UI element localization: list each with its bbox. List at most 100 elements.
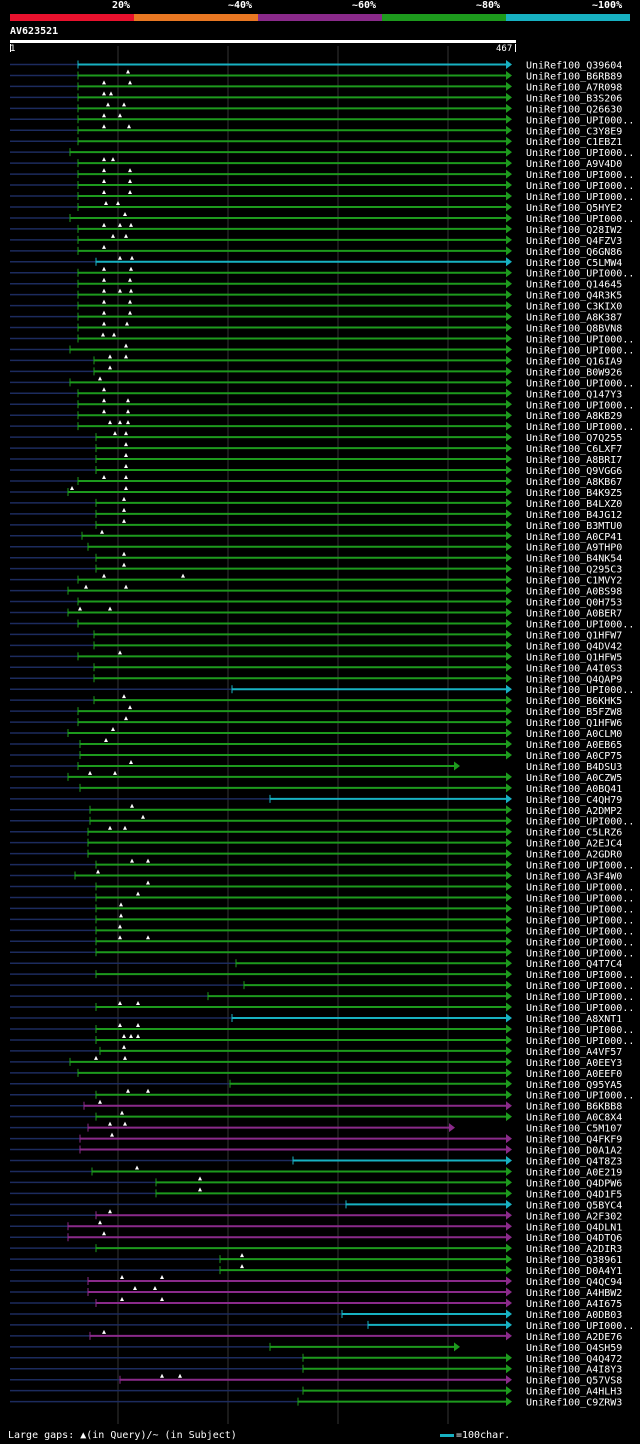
hit-label[interactable]: UniRef100_B3MTU0 bbox=[526, 521, 622, 532]
hit-label[interactable]: UniRef100_A7R098 bbox=[526, 82, 622, 93]
hit-label[interactable]: UniRef100_Q147Y3 bbox=[526, 389, 622, 400]
hit-label[interactable]: UniRef100_Q57VS8 bbox=[526, 1376, 622, 1387]
hit-label[interactable]: UniRef100_Q6GN86 bbox=[526, 247, 622, 258]
hit-label[interactable]: UniRef100_A8KB67 bbox=[526, 477, 622, 488]
hit-label[interactable]: UniRef100_Q4DLN1 bbox=[526, 1222, 622, 1233]
hit-label[interactable]: UniRef100_B3S206 bbox=[526, 93, 622, 104]
hit-label[interactable]: UniRef100_UPI000.. bbox=[526, 422, 634, 433]
hit-label[interactable]: UniRef100_UPI000.. bbox=[526, 269, 634, 280]
hit-label[interactable]: UniRef100_UPI000.. bbox=[526, 170, 634, 181]
hit-label[interactable]: UniRef100_C5LRZ6 bbox=[526, 828, 622, 839]
hit-label[interactable]: UniRef100_C9ZRW3 bbox=[526, 1398, 622, 1409]
hit-label[interactable]: UniRef100_B4DSU3 bbox=[526, 762, 622, 773]
hit-label[interactable]: UniRef100_C3Y8E9 bbox=[526, 126, 622, 137]
hit-label[interactable]: UniRef100_Q1HFW5 bbox=[526, 652, 622, 663]
hit-label[interactable]: UniRef100_A0EEF0 bbox=[526, 1069, 622, 1080]
hit-label[interactable]: UniRef100_B6RB89 bbox=[526, 71, 622, 82]
hit-label[interactable]: UniRef100_UPI000.. bbox=[526, 926, 634, 937]
hit-label[interactable]: UniRef100_A4I0S3 bbox=[526, 663, 622, 674]
hit-label[interactable]: UniRef100_B5FZW8 bbox=[526, 707, 622, 718]
hit-label[interactable]: UniRef100_D0A4Y1 bbox=[526, 1266, 622, 1277]
hit-label[interactable]: UniRef100_UPI000.. bbox=[526, 378, 634, 389]
hit-label[interactable]: UniRef100_A0BS98 bbox=[526, 587, 622, 598]
hit-label[interactable]: UniRef100_B4NK54 bbox=[526, 554, 622, 565]
hit-label[interactable]: UniRef100_A0BER7 bbox=[526, 609, 622, 620]
hit-label[interactable]: UniRef100_A2DE76 bbox=[526, 1332, 622, 1343]
hit-label[interactable]: UniRef100_A0CZW5 bbox=[526, 773, 622, 784]
hit-label[interactable]: UniRef100_UPI000.. bbox=[526, 685, 634, 696]
hit-label[interactable]: UniRef100_UPI000.. bbox=[526, 400, 634, 411]
hit-label[interactable]: UniRef100_Q16IA9 bbox=[526, 356, 622, 367]
hit-label[interactable]: UniRef100_Q4SH59 bbox=[526, 1343, 622, 1354]
hit-label[interactable]: UniRef100_Q26630 bbox=[526, 104, 622, 115]
hit-label[interactable]: UniRef100_C5LMW4 bbox=[526, 258, 622, 269]
hit-label[interactable]: UniRef100_Q295C3 bbox=[526, 565, 622, 576]
hit-label[interactable]: UniRef100_A8KB29 bbox=[526, 411, 622, 422]
hit-label[interactable]: UniRef100_UPI000.. bbox=[526, 148, 634, 159]
hit-label[interactable]: UniRef100_A2DIR3 bbox=[526, 1244, 622, 1255]
hit-label[interactable]: UniRef100_A0BQ41 bbox=[526, 784, 622, 795]
hit-label[interactable]: UniRef100_A8K387 bbox=[526, 313, 622, 324]
hit-label[interactable]: UniRef100_UPI000.. bbox=[526, 970, 634, 981]
hit-label[interactable]: UniRef100_Q1HFW7 bbox=[526, 630, 622, 641]
hit-label[interactable]: UniRef100_UPI000.. bbox=[526, 214, 634, 225]
hit-label[interactable]: UniRef100_Q5HYE2 bbox=[526, 203, 622, 214]
hit-label[interactable]: UniRef100_A4VF57 bbox=[526, 1047, 622, 1058]
hit-label[interactable]: UniRef100_A3F4W0 bbox=[526, 872, 622, 883]
hit-label[interactable]: UniRef100_A8BRI7 bbox=[526, 455, 622, 466]
hit-label[interactable]: UniRef100_A4HLH3 bbox=[526, 1387, 622, 1398]
hit-label[interactable]: UniRef100_A0CLM0 bbox=[526, 729, 622, 740]
hit-label[interactable]: UniRef100_B6KHK5 bbox=[526, 696, 622, 707]
hit-label[interactable]: UniRef100_A0EB65 bbox=[526, 740, 622, 751]
hit-label[interactable]: UniRef100_Q4QAP9 bbox=[526, 674, 622, 685]
hit-label[interactable]: UniRef100_A4I675 bbox=[526, 1299, 622, 1310]
hit-label[interactable]: UniRef100_Q28IW2 bbox=[526, 225, 622, 236]
hit-label[interactable]: UniRef100_UPI000.. bbox=[526, 345, 634, 356]
hit-label[interactable]: UniRef100_A0DB03 bbox=[526, 1310, 622, 1321]
hit-label[interactable]: UniRef100_Q14645 bbox=[526, 280, 622, 291]
hit-label[interactable]: UniRef100_D0A1A2 bbox=[526, 1146, 622, 1157]
hit-label[interactable]: UniRef100_Q4FKF9 bbox=[526, 1135, 622, 1146]
hit-label[interactable]: UniRef100_Q4FZV3 bbox=[526, 236, 622, 247]
hit-label[interactable]: UniRef100_Q5BYC4 bbox=[526, 1200, 622, 1211]
hit-label[interactable]: UniRef100_UPI000.. bbox=[526, 1025, 634, 1036]
hit-label[interactable]: UniRef100_B4LXZ0 bbox=[526, 499, 622, 510]
hit-label[interactable]: UniRef100_Q1HFW6 bbox=[526, 718, 622, 729]
hit-label[interactable]: UniRef100_UPI000.. bbox=[526, 1091, 634, 1102]
hit-label[interactable]: UniRef100_UPI000.. bbox=[526, 883, 634, 894]
hit-label[interactable]: UniRef100_A0EEY3 bbox=[526, 1058, 622, 1069]
hit-label[interactable]: UniRef100_UPI000.. bbox=[526, 181, 634, 192]
hit-label[interactable]: UniRef100_C1MVY2 bbox=[526, 576, 622, 587]
hit-label[interactable]: UniRef100_Q4R3K5 bbox=[526, 291, 622, 302]
hit-label[interactable]: UniRef100_UPI000.. bbox=[526, 904, 634, 915]
hit-label[interactable]: UniRef100_A8XNT1 bbox=[526, 1014, 622, 1025]
hit-label[interactable]: UniRef100_UPI000.. bbox=[526, 619, 634, 630]
hit-label[interactable]: UniRef100_UPI000.. bbox=[526, 981, 634, 992]
hit-label[interactable]: UniRef100_UPI000.. bbox=[526, 992, 634, 1003]
hit-label[interactable]: UniRef100_C5M107 bbox=[526, 1124, 622, 1135]
hit-label[interactable]: UniRef100_Q4T7C4 bbox=[526, 959, 622, 970]
hit-label[interactable]: UniRef100_Q4DV42 bbox=[526, 641, 622, 652]
hit-label[interactable]: UniRef100_UPI000.. bbox=[526, 937, 634, 948]
hit-label[interactable]: UniRef100_C3KIX0 bbox=[526, 302, 622, 313]
hit-label[interactable]: UniRef100_Q4T8Z3 bbox=[526, 1157, 622, 1168]
hit-label[interactable]: UniRef100_UPI000.. bbox=[526, 893, 634, 904]
hit-label[interactable]: UniRef100_A2DMP2 bbox=[526, 806, 622, 817]
hit-label[interactable]: UniRef100_UPI000.. bbox=[526, 115, 634, 126]
hit-label[interactable]: UniRef100_Q4DPW6 bbox=[526, 1178, 622, 1189]
hit-label[interactable]: UniRef100_Q39604 bbox=[526, 61, 622, 72]
hit-label[interactable]: UniRef100_UPI000.. bbox=[526, 1036, 634, 1047]
hit-label[interactable]: UniRef100_Q95YA5 bbox=[526, 1080, 622, 1091]
hit-label[interactable]: UniRef100_Q38961 bbox=[526, 1255, 622, 1266]
hit-label[interactable]: UniRef100_A0E219 bbox=[526, 1167, 622, 1178]
hit-label[interactable]: UniRef100_Q4DTQ6 bbox=[526, 1233, 622, 1244]
hit-label[interactable]: UniRef100_Q4QC94 bbox=[526, 1277, 622, 1288]
hit-label[interactable]: UniRef100_C6LXF7 bbox=[526, 444, 622, 455]
hit-label[interactable]: UniRef100_Q4Q472 bbox=[526, 1354, 622, 1365]
hit-label[interactable]: UniRef100_B6KBB8 bbox=[526, 1102, 622, 1113]
hit-label[interactable]: UniRef100_B4K9Z5 bbox=[526, 488, 622, 499]
hit-label[interactable]: UniRef100_B0W926 bbox=[526, 367, 622, 378]
hit-label[interactable]: UniRef100_C4QH79 bbox=[526, 795, 622, 806]
hit-label[interactable]: UniRef100_A4I8Y3 bbox=[526, 1365, 622, 1376]
hit-label[interactable]: UniRef100_C1EBZ1 bbox=[526, 137, 622, 148]
